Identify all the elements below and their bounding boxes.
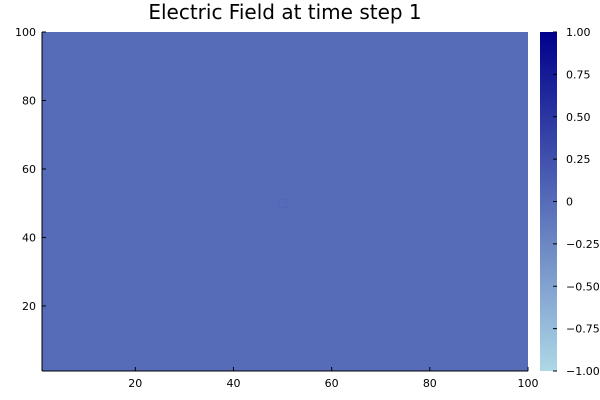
colorbar-tick-label: −0.75 xyxy=(566,323,600,336)
y-tick-label: 60 xyxy=(22,163,36,176)
field-source-marker xyxy=(278,198,288,208)
colorbar-tick-label: 1.00 xyxy=(566,26,591,39)
y-tick-label: 20 xyxy=(22,300,36,313)
colorbar-tick-label: 0.75 xyxy=(566,68,591,81)
colorbar-tick-label: 0.25 xyxy=(566,153,591,166)
colorbar-tick-label: 0.50 xyxy=(566,111,591,124)
colorbar-tick-label: 0 xyxy=(566,196,573,209)
colorbar-tick-label: −0.25 xyxy=(566,238,600,251)
colorbar-tick-label: −0.50 xyxy=(566,280,600,293)
colorbar-gradient xyxy=(540,32,557,371)
y-tick-label: 100 xyxy=(15,26,36,39)
chart-title: Electric Field at time step 1 xyxy=(148,0,422,24)
x-tick-label: 100 xyxy=(518,377,539,390)
x-tick-label: 20 xyxy=(128,377,142,390)
x-tick-label: 80 xyxy=(423,377,437,390)
x-tick-label: 40 xyxy=(226,377,240,390)
y-tick-label: 40 xyxy=(22,231,36,244)
heatmap-field xyxy=(42,32,528,371)
colorbar-tick-label: −1.00 xyxy=(566,365,600,378)
x-tick-label: 60 xyxy=(325,377,339,390)
y-tick-label: 80 xyxy=(22,94,36,107)
